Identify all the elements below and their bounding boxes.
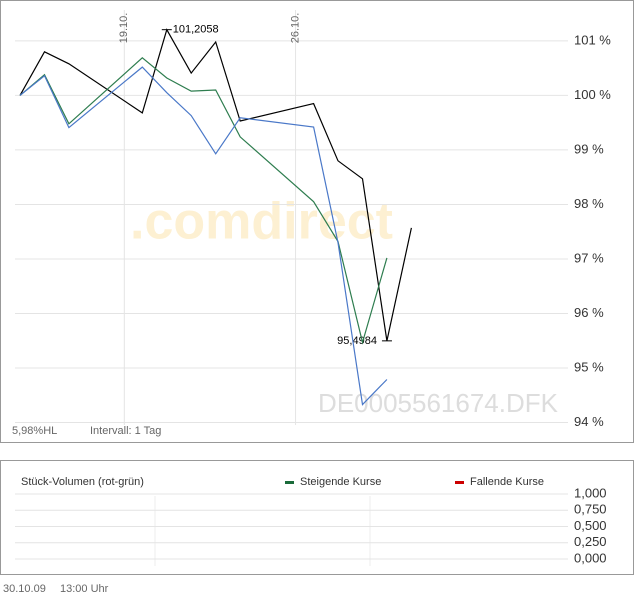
legend-label: Fallende Kurse — [470, 476, 544, 488]
legend-swatch — [285, 481, 294, 484]
y-tick-label: 0,000 — [574, 550, 607, 565]
range-note: 5,98%HL — [12, 425, 57, 437]
y-tick-label: 99 % — [574, 141, 604, 156]
y-tick-label: 96 % — [574, 305, 604, 320]
y-tick-label: 0,750 — [574, 502, 607, 517]
y-tick-label: 1,000 — [574, 485, 607, 500]
symbol: DE0005561674.DFK — [318, 388, 559, 418]
y-tick-label: 97 % — [574, 250, 604, 265]
y-tick-label: 0,500 — [574, 518, 607, 533]
footer-time: 13:00 Uhr — [60, 583, 109, 595]
value-label: 101,2058 — [173, 24, 219, 36]
y-tick-label: 95 % — [574, 359, 604, 374]
x-tick-label: 19.10. — [118, 13, 130, 44]
line — [19, 66, 388, 406]
legend-label: Steigende Kurse — [300, 476, 381, 488]
y-tick-label: 100 % — [574, 87, 611, 102]
line — [19, 57, 388, 345]
legend-swatch — [455, 481, 464, 484]
y-tick-label: 101 % — [574, 32, 611, 47]
watermark: .comdirect — [130, 193, 393, 251]
value-label: 95,4984 — [337, 335, 377, 347]
y-tick-label: 0,250 — [574, 534, 607, 549]
y-tick-label: 94 % — [574, 414, 604, 429]
x-tick-label: 26.10. — [289, 13, 301, 44]
footer-date: 30.10.09 — [3, 583, 46, 595]
line — [19, 28, 412, 342]
interval: Intervall: 1 Tag — [90, 425, 161, 437]
volume-title: Stück-Volumen (rot-grün) — [21, 476, 144, 488]
y-tick-label: 98 % — [574, 196, 604, 211]
